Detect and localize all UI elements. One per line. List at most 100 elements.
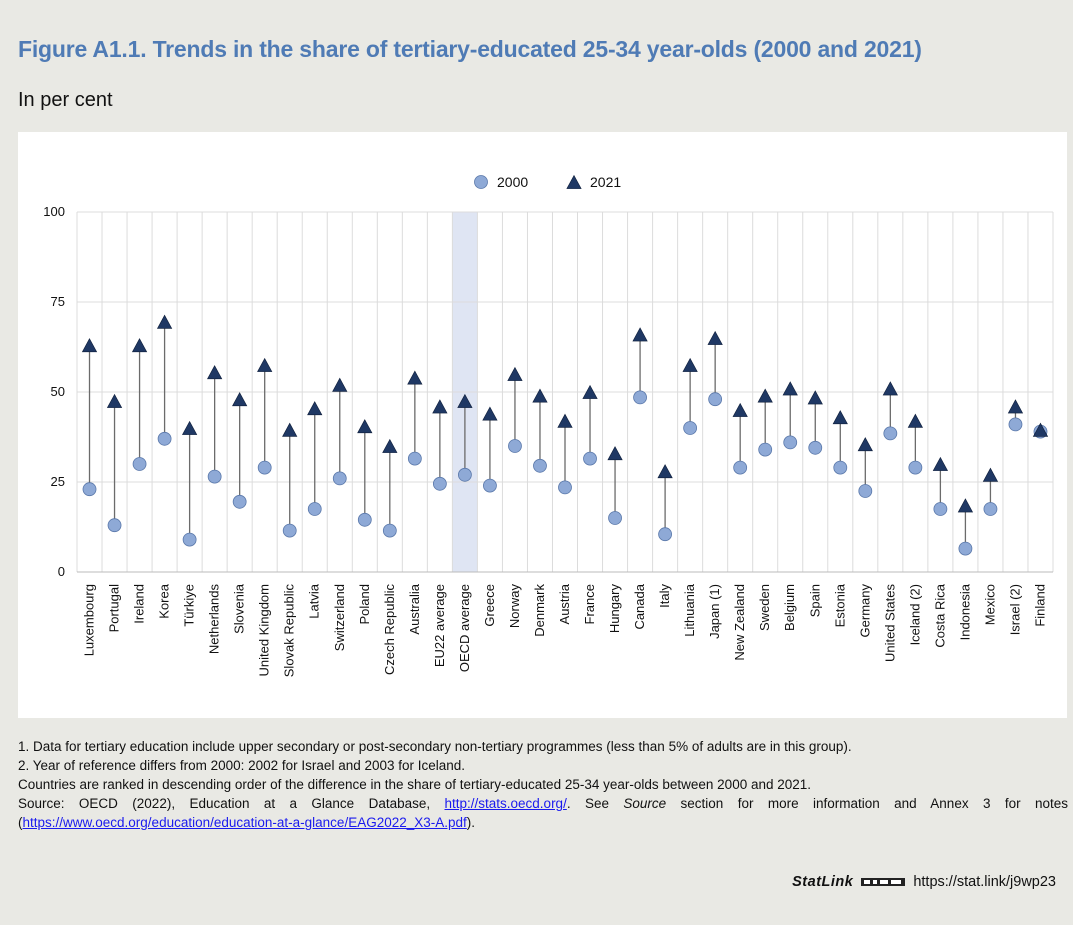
source-note: Source: OECD (2022), Education at a Glan… [18,794,1068,832]
x-tick-label: Ireland [132,584,147,624]
x-tick-label: Japan (1) [707,584,722,639]
source-middle-1: . See [566,796,624,811]
x-tick-label: Slovenia [232,583,247,634]
source-end: ). [466,815,476,830]
point-2000 [107,518,122,533]
x-tick-label: Portugal [107,584,122,633]
x-tick-label: New Zealand [732,584,747,661]
x-tick-label: United Kingdom [257,584,272,677]
point-2021 [282,422,298,437]
x-tick-label: Sweden [757,584,772,631]
point-2021 [432,399,448,414]
x-tick-label: Israel (2) [1007,584,1022,635]
point-2000 [382,523,397,538]
point-2000 [232,494,247,509]
chart-area: 0 25 50 75 100 Luxembourg Portugal Ireland Korea… [18,132,1067,718]
point-2000 [407,451,422,466]
statlink-url[interactable]: https://stat.link/j9wp23 [913,874,1056,890]
x-tick-label: Türkiye [182,584,197,627]
point-2021 [757,388,773,403]
point-2000 [307,502,322,516]
x-tick-label: Spain [807,584,822,617]
x-tick-label: Costa Rica [932,583,947,647]
point-2021 [607,446,623,461]
point-2000 [357,512,372,527]
point-2021 [782,381,798,396]
x-tick-label: Denmark [532,584,547,637]
point-2021 [156,314,173,329]
notes-section: 1. Data for tertiary education include u… [18,737,1068,832]
x-tick-label: Netherlands [207,584,222,655]
point-2021 [382,438,398,453]
point-2021 [357,419,373,434]
point-2000 [783,435,798,450]
point-2000 [733,460,748,475]
point-2021 [557,413,573,428]
source-middle-2: section for more information and Annex 3… [18,796,1069,830]
y-tick-label: 50 [51,384,65,399]
legend-label-2021: 2021 [590,174,621,190]
point-2021 [532,388,548,403]
point-2021 [832,410,848,425]
point-2000 [833,460,848,475]
annex-link[interactable]: https://www.oecd.org/education/education… [22,815,467,830]
point-2000 [1008,417,1023,432]
x-tick-label: Greece [482,584,497,627]
point-2000 [858,484,873,498]
point-2021 [207,365,223,380]
statlink: StatLink https://stat.link/j9wp23 [792,874,1056,890]
point-2000 [883,426,898,441]
point-2000 [958,541,973,556]
point-2021 [707,330,723,345]
point-2021 [181,420,198,435]
point-2000 [457,467,472,482]
chart-svg: 0 25 50 75 100 Luxembourg Portugal Ireland Korea… [43,174,1054,678]
point-2000 [207,469,222,484]
stats-oecd-link[interactable]: http://stats.oecd.org/ [444,796,567,811]
point-2000 [758,442,773,457]
x-tick-label: Norway [507,584,522,629]
x-tick-label: Australia [407,583,422,634]
x-tick-label: Hungary [607,584,622,634]
legend-label-2000: 2000 [497,174,528,190]
point-2021 [457,393,473,408]
legend-marker-2021 [566,174,582,189]
point-2000 [533,458,547,473]
x-tick-label: Slovak Republic [282,584,297,678]
point-2000 [808,440,823,455]
y-tick-label: 25 [51,474,65,489]
point-2021 [882,381,898,396]
x-tick-label: Italy [657,584,672,608]
point-2000 [282,523,297,538]
point-2021 [1007,399,1024,414]
y-tick-label: 100 [43,204,65,219]
x-tick-label: United States [882,584,897,663]
point-2021 [682,357,698,372]
point-2000 [483,478,497,493]
x-tick-label: Luxembourg [82,584,97,656]
x-tick-label: Korea [157,583,172,618]
point-2000 [132,457,147,471]
point-2000 [332,471,347,486]
point-2021 [257,357,273,372]
note-1: 1. Data for tertiary education include u… [18,739,852,754]
point-2021 [332,377,348,392]
point-2000 [182,532,197,547]
point-2021 [307,401,323,416]
page: Figure A1.1. Trends in the share of tert… [6,6,1070,925]
point-2000 [908,460,923,475]
x-tick-label: Indonesia [957,583,972,640]
point-2021 [657,464,673,479]
point-2021 [131,338,148,353]
point-2021 [732,402,748,417]
point-2000 [558,480,572,495]
point-2021 [632,327,648,342]
point-2021 [106,393,123,408]
y-tick-label: 0 [58,564,65,579]
point-2021 [907,413,923,428]
point-2021 [857,437,873,452]
point-2021 [1032,422,1049,437]
point-2000 [157,431,172,446]
point-2000 [633,390,647,405]
x-tick-label: Switzerland [332,584,347,651]
